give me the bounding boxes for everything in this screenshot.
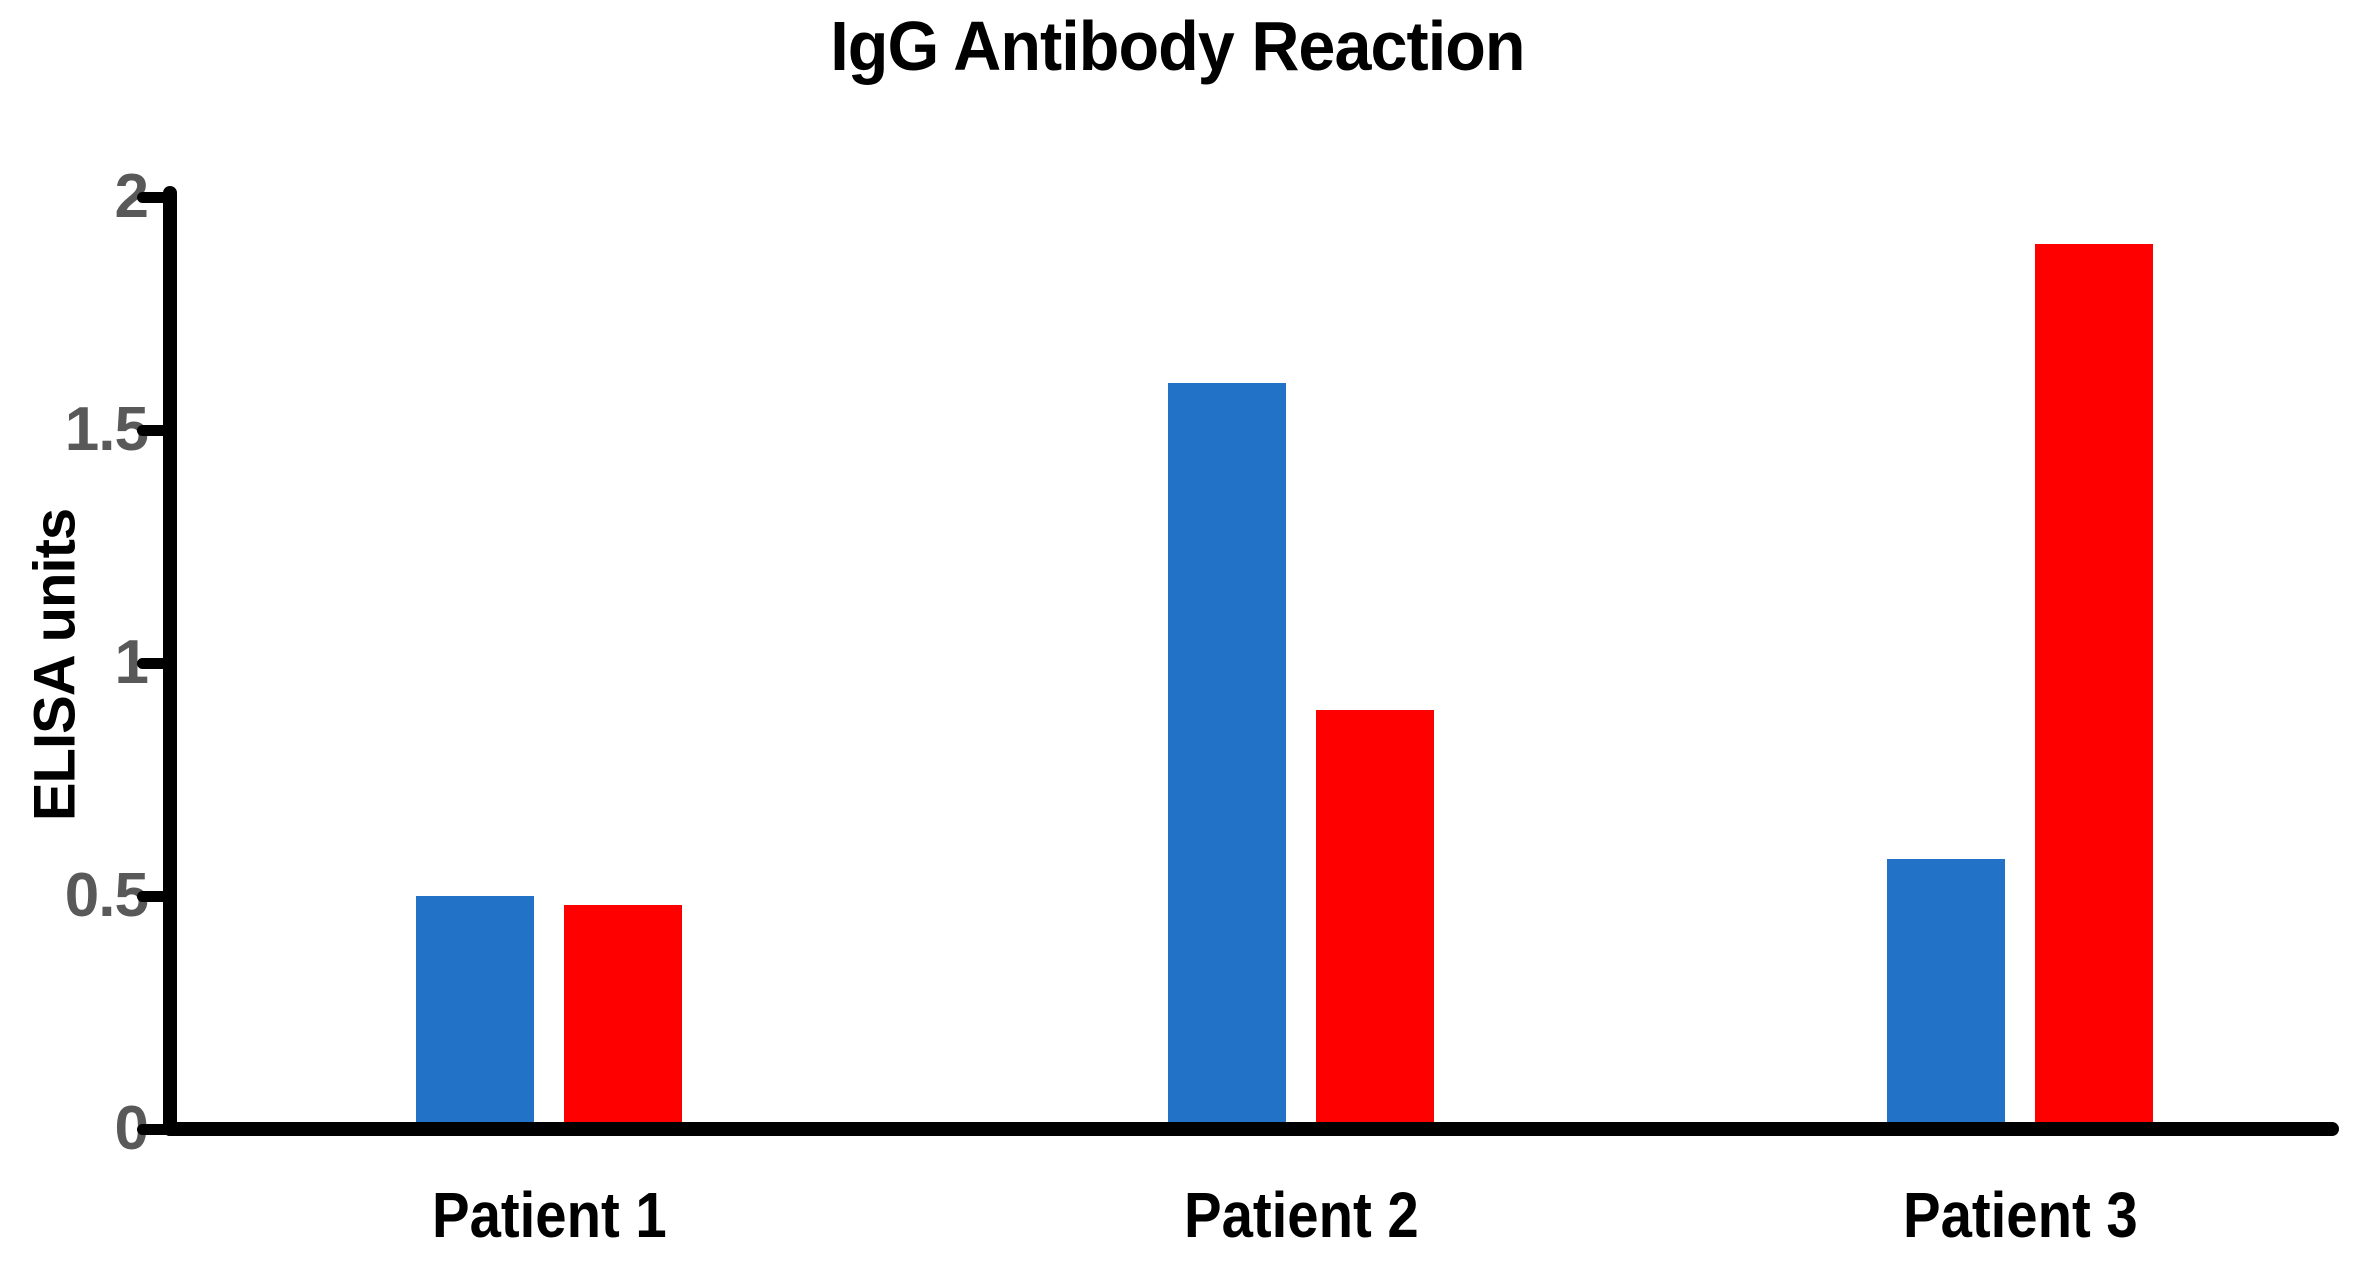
y-axis-line [163,186,177,1136]
x-axis-line [163,1122,2339,1136]
x-category-label-text: Patient 1 [431,1179,667,1251]
bar-blue-patient-1 [416,896,534,1129]
y-axis-tick [137,1123,174,1135]
bar-red-patient-1 [564,905,682,1129]
y-tick-label: 2 [114,162,149,231]
y-axis-tick [137,657,174,669]
y-tick-label: 0 [114,1094,149,1163]
chart-title-text: IgG Antibody Reaction [829,7,1525,85]
x-category-label: Patient 1 [299,1178,799,1252]
y-axis-tick [137,191,174,203]
bar-red-patient-2 [1316,710,1434,1129]
y-tick-label: 1 [114,628,149,697]
y-axis-tick [137,424,174,436]
bar-red-patient-3 [2035,244,2153,1129]
y-tick-label: 0.5 [64,861,149,930]
x-category-label-text: Patient 3 [1902,1179,2138,1251]
chart-title: IgG Antibody Reaction [0,6,2354,86]
x-category-label: Patient 2 [1051,1178,1551,1252]
y-tick-label: 1.5 [64,395,149,464]
bar-blue-patient-3 [1887,859,2005,1129]
y-axis-tick [137,890,174,902]
x-category-label: Patient 3 [1770,1178,2270,1252]
x-category-label-text: Patient 2 [1183,1179,1419,1251]
bar-blue-patient-2 [1168,383,1286,1129]
